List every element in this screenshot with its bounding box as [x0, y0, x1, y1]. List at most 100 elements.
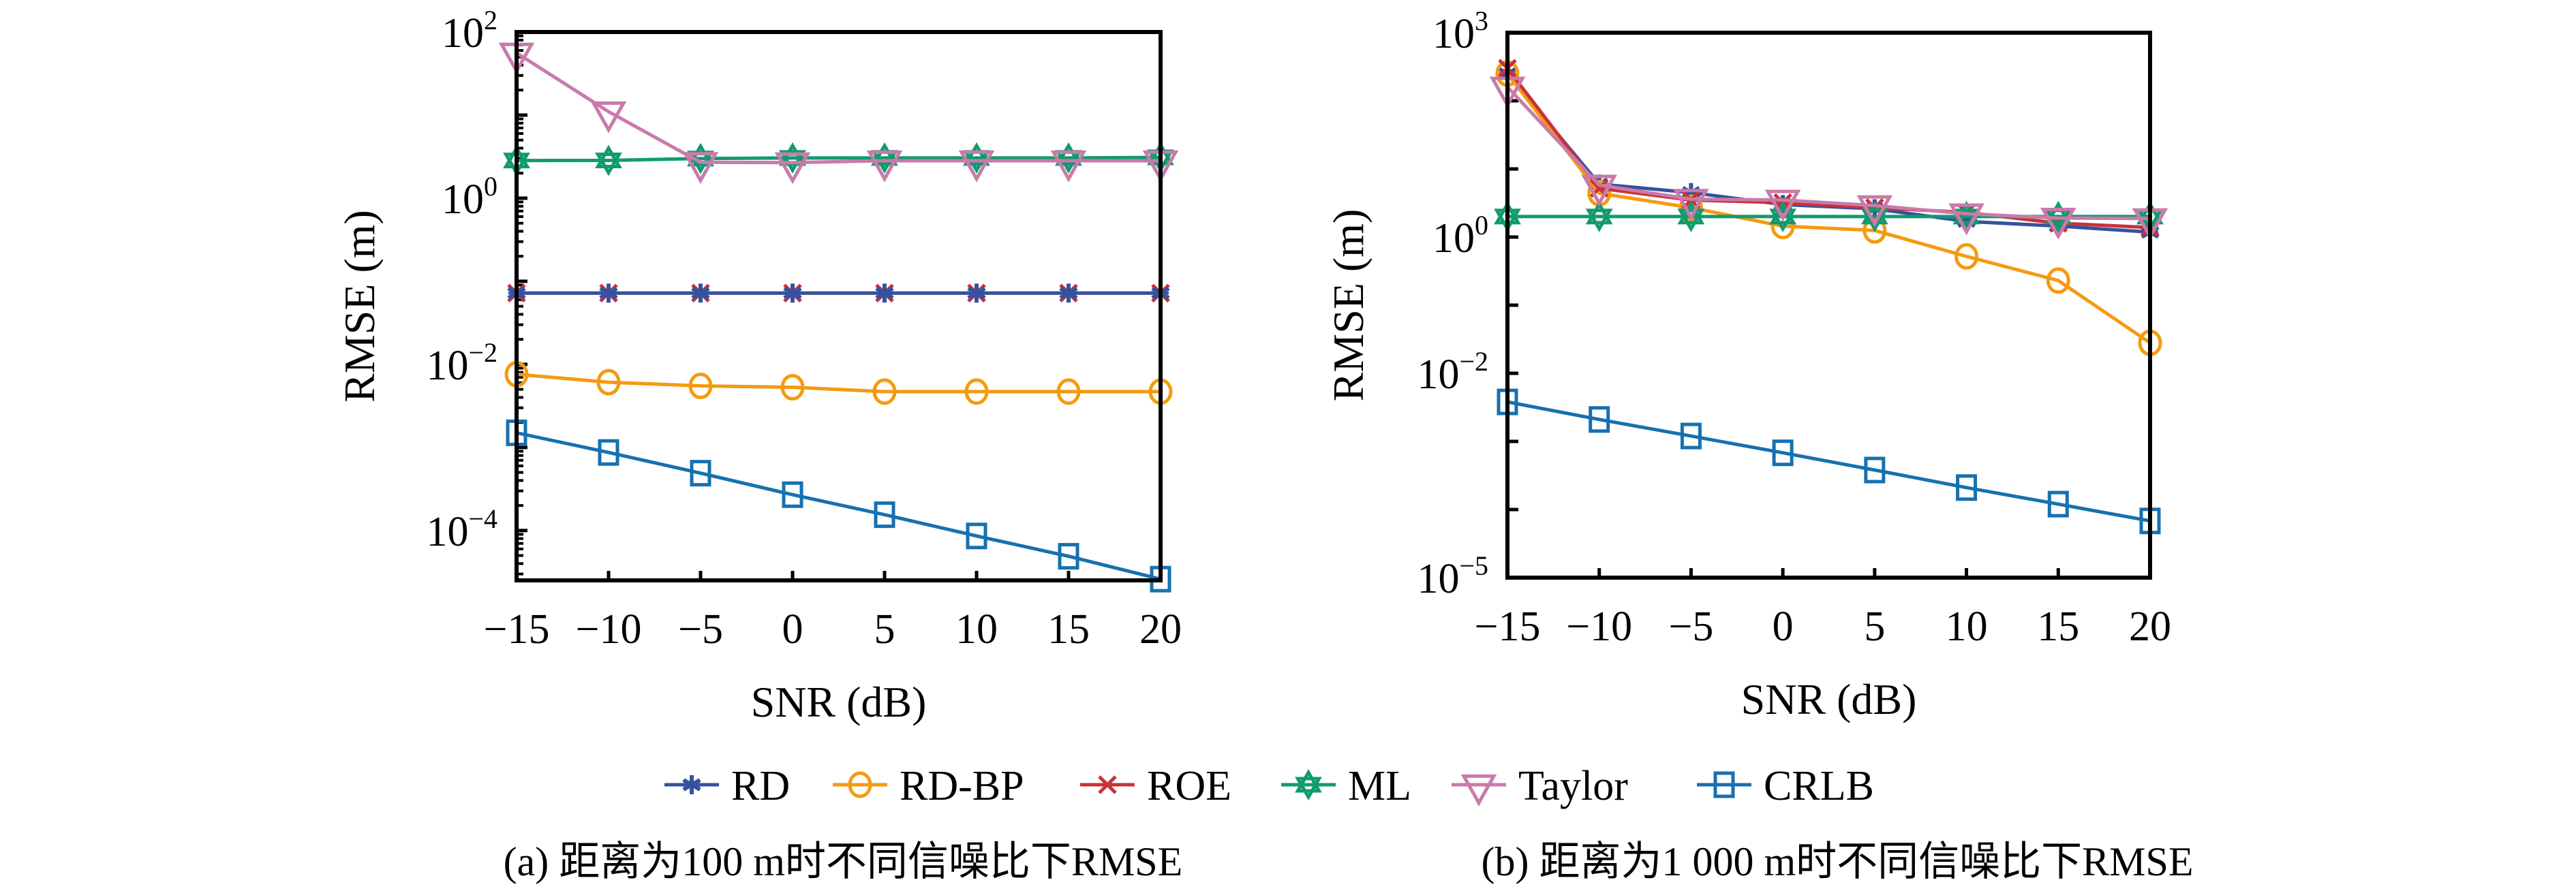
data-point — [964, 378, 989, 405]
data-point — [1050, 150, 1087, 183]
hexagram-up — [871, 142, 898, 166]
data-point — [783, 283, 802, 303]
y-tick-label: 10−5 — [1417, 550, 1488, 602]
series-taylor — [498, 42, 1179, 185]
data-point — [1058, 543, 1079, 570]
series-line — [516, 155, 1161, 163]
data-point — [2040, 208, 2076, 240]
tick-exponent: −2 — [1459, 346, 1488, 377]
data-point — [866, 150, 903, 183]
data-point — [1677, 200, 1705, 232]
data-point — [599, 283, 618, 303]
y-tick-label: 100 — [442, 171, 497, 223]
data-point — [1589, 406, 1610, 433]
hexagram-down — [595, 153, 622, 176]
x-tick-label: 15 — [1047, 606, 1090, 653]
tick-exponent: −2 — [468, 337, 497, 368]
plot-frame — [1505, 31, 2152, 580]
series-rd-bp — [504, 360, 1173, 405]
data-point — [2046, 267, 2070, 294]
x-tick-label: −10 — [576, 606, 642, 653]
y-tick-label: 100 — [1432, 210, 1488, 262]
data-point — [1862, 217, 1887, 244]
triangle-marker — [1673, 189, 1709, 221]
tick-exponent: −5 — [1459, 550, 1488, 581]
data-point — [598, 439, 619, 466]
x-stroke — [1098, 775, 1117, 794]
legend-item-crlb: CRLB — [1697, 763, 1874, 809]
tick-exponent: −4 — [468, 503, 497, 534]
hexagram-up — [1677, 200, 1705, 225]
hexagram-up — [2044, 200, 2072, 225]
data-point — [874, 501, 895, 529]
x-tick-label: 10 — [1946, 604, 1988, 650]
data-point — [1673, 189, 1709, 221]
hexagram-down — [1769, 208, 1797, 232]
series-ml — [503, 142, 1174, 176]
hexagram-up — [1295, 769, 1322, 793]
data-point — [1056, 378, 1081, 405]
square-marker — [966, 522, 987, 550]
triangle-marker — [2040, 208, 2076, 240]
circle-icon — [848, 771, 872, 798]
series-line — [1506, 85, 2151, 221]
data-point — [774, 152, 811, 185]
triangle-marker — [774, 152, 811, 185]
triangle-marker — [1948, 203, 1984, 236]
square-marker — [1680, 422, 1702, 450]
data-point — [1856, 195, 1893, 228]
circle-marker — [1862, 217, 1887, 244]
x-tick-label: 15 — [2037, 604, 2079, 650]
x-tick-label: −15 — [484, 606, 550, 653]
tick-exponent: 0 — [1475, 210, 1488, 240]
data-point — [1680, 422, 1702, 450]
circle-marker — [780, 374, 805, 401]
legend-label: Taylor — [1518, 763, 1628, 809]
triangle-marker — [866, 150, 903, 183]
tick-base: 10 — [426, 343, 468, 389]
data-point — [596, 369, 621, 396]
legend-label: ML — [1348, 763, 1411, 809]
hexagram-down — [1860, 208, 1888, 232]
square-marker — [690, 460, 711, 487]
series-line — [516, 431, 1161, 581]
x-tick-label: −15 — [1475, 604, 1541, 650]
hexagram-down — [1295, 777, 1322, 800]
data-point — [1770, 213, 1795, 240]
x-tick-label: 0 — [782, 606, 803, 653]
data-point — [691, 283, 710, 303]
hexagram-up — [1055, 142, 1082, 166]
data-point — [967, 283, 986, 303]
legend-item-rd-bp: RD-BP — [833, 763, 1024, 809]
square-marker — [1864, 456, 1886, 484]
triangle-marker — [958, 150, 995, 183]
y-tick-label: 10−4 — [426, 503, 497, 555]
x-tick-label: 0 — [1773, 604, 1794, 650]
triangle-marker — [682, 152, 719, 185]
circle-marker — [1056, 378, 1081, 405]
tick-base: 10 — [1417, 556, 1459, 602]
triangle-marker — [1460, 774, 1497, 807]
series-line — [1506, 72, 2151, 345]
data-point — [1864, 456, 1886, 484]
data-point — [590, 101, 627, 134]
x-tick-label: 20 — [1139, 606, 1182, 653]
circle-marker — [688, 373, 713, 400]
plot-frame — [515, 30, 1163, 582]
tick-base: 10 — [426, 509, 468, 555]
data-point — [958, 150, 995, 183]
series-crlb — [1497, 388, 2161, 535]
square-marker — [1589, 406, 1610, 433]
tick-exponent: 0 — [484, 171, 497, 202]
x-axis-label: SNR (dB) — [1741, 675, 1917, 723]
y-tick-label: 102 — [442, 5, 497, 57]
data-point — [1956, 474, 1978, 501]
data-point — [875, 283, 894, 303]
tick-base: 10 — [442, 176, 484, 223]
legend: RD RD-BP ROE ML Taylor CRLB — [664, 763, 1874, 809]
tick-exponent: 3 — [1475, 5, 1488, 36]
circle-marker — [596, 369, 621, 396]
y-axis-label: RMSE (m) — [335, 210, 384, 403]
square-marker — [1772, 439, 1794, 467]
